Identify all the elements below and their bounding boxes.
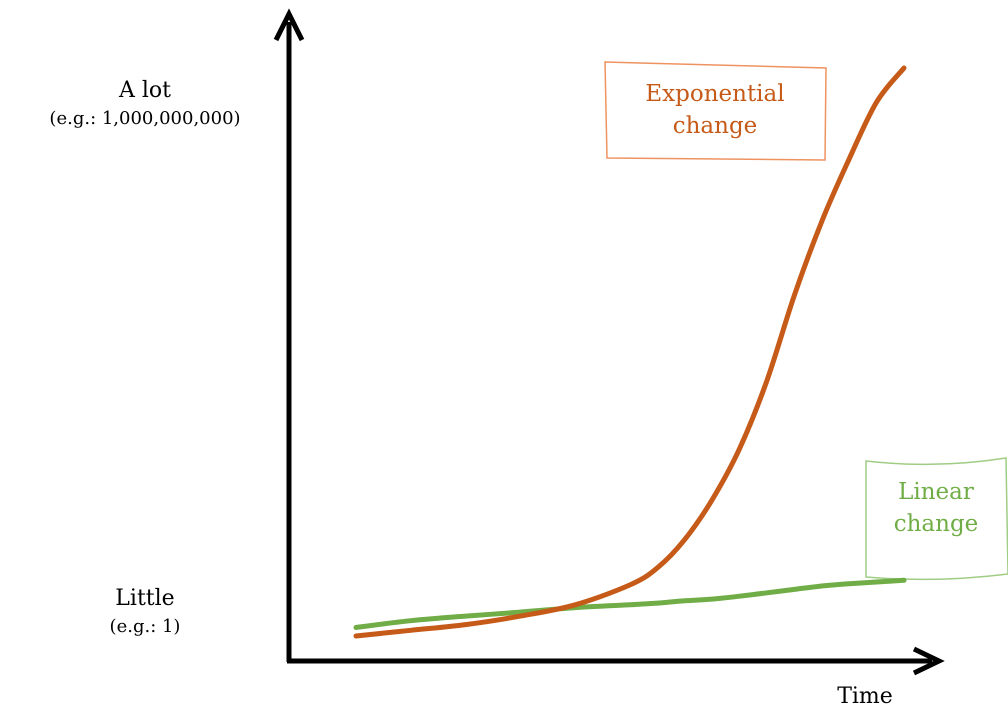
y-axis-high-label: A lot (e.g.: 1,000,000,000): [0, 76, 290, 132]
exponential-series-label: Exponential change: [645, 81, 785, 139]
x-axis-label: Time: [837, 684, 893, 709]
y-axis-high-example: (e.g.: 1,000,000,000): [49, 108, 241, 129]
y-axis-high-text: A lot: [118, 78, 171, 103]
y-axis-low-example: (e.g.: 1): [109, 616, 181, 637]
exponential-change-line: [353, 65, 907, 639]
y-axis-low-label: Little (e.g.: 1): [60, 584, 230, 640]
y-axis-arrowhead: [273, 8, 305, 42]
linear-change-line: [353, 577, 907, 630]
y-axis-low-text: Little: [115, 586, 175, 611]
linear-series-label: Linear change: [893, 479, 979, 537]
x-axis-arrowhead: [912, 646, 945, 676]
exponential-label-box: [604, 61, 827, 161]
